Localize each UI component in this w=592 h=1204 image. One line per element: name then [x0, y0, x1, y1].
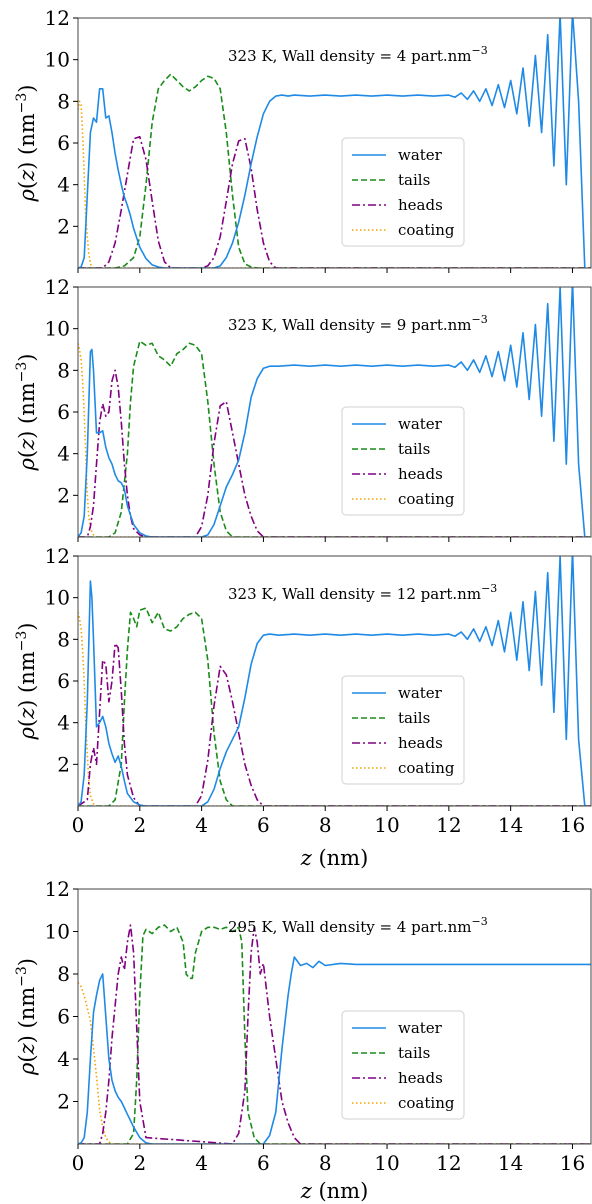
series-group	[78, 556, 591, 806]
series-group	[78, 18, 591, 268]
panel-annotation: 323 K, Wall density = 4 part.nm−3	[228, 44, 488, 65]
y-tick-label: 12	[45, 6, 70, 30]
legend-box	[341, 137, 465, 247]
x-tick-label: 10	[374, 1151, 399, 1175]
legend-label-water: water	[398, 146, 443, 164]
x-tick-label: 14	[498, 1151, 523, 1175]
legend-label-coating: coating	[398, 759, 455, 777]
series-line-coating	[78, 982, 591, 1144]
y-tick-label: 4	[57, 173, 70, 197]
y-tick-label: 6	[57, 131, 70, 155]
series-line-water	[78, 18, 586, 268]
y-tick-label: 2	[57, 752, 70, 776]
legend-label-heads: heads	[398, 1069, 443, 1087]
chart-panel-1: 2 4 6 8 10 12 ρ(z) (nm−3) 323 K, Wall density =…	[14, 6, 592, 273]
x-tick-label: 2	[133, 1151, 146, 1175]
series-line-tails	[78, 340, 591, 537]
legend-label-coating: coating	[398, 221, 455, 239]
y-tick-label: 10	[45, 48, 70, 72]
legend-label-tails: tails	[398, 440, 430, 458]
x-tick-label: 4	[195, 813, 208, 837]
series-line-heads	[78, 642, 591, 806]
series-line-tails	[78, 73, 591, 268]
x-tick-label: 4	[195, 1151, 208, 1175]
chart-panel-3: 2 4 6 8 10 12 0 2 4 6 8 10 12 14 16 z (nm) ρ(z) (nm−3) 32…	[14, 544, 592, 870]
legend-label-coating: coating	[398, 1094, 455, 1112]
y-tick-label: 2	[57, 483, 70, 507]
panel-annotation: 323 K, Wall density = 9 part.nm−3	[228, 313, 488, 334]
y-tick-label: 12	[45, 275, 70, 299]
y-tick-label: 2	[57, 1090, 70, 1114]
series-line-heads	[78, 136, 591, 268]
x-tick-label: 6	[257, 1151, 270, 1175]
legend-label-water: water	[398, 684, 443, 702]
legend-label-tails: tails	[398, 1044, 430, 1062]
y-axis-label: ρ(z) (nm−3)	[14, 85, 39, 203]
y-axis-label: ρ(z) (nm−3)	[14, 958, 39, 1076]
x-tick-label: 0	[72, 1151, 85, 1175]
legend-label-heads: heads	[398, 465, 443, 483]
legend: water tails heads coating	[341, 1010, 465, 1120]
x-tick-label: 8	[319, 1151, 332, 1175]
y-tick-label: 6	[57, 669, 70, 693]
x-tick-label: 10	[374, 813, 399, 837]
series-line-coating	[78, 100, 591, 268]
y-tick-label: 8	[57, 962, 70, 986]
series-group	[78, 287, 591, 537]
legend-label-heads: heads	[398, 734, 443, 752]
legend-label-water: water	[398, 415, 443, 433]
x-axis-label: z (nm)	[300, 1179, 369, 1203]
series-line-water	[78, 556, 586, 806]
x-tick-label: 2	[133, 813, 146, 837]
y-tick-label: 2	[57, 214, 70, 238]
series-group	[78, 924, 591, 1144]
legend-label-tails: tails	[398, 171, 430, 189]
panel-annotation: 295 K, Wall density = 4 part.nm−3	[228, 915, 488, 936]
chart-panel-2: 2 4 6 8 10 12 ρ(z) (nm−3) 323 K, Wall density =…	[14, 275, 592, 542]
y-tick-label: 4	[57, 711, 70, 735]
legend-box	[341, 1010, 465, 1120]
series-line-tails	[78, 924, 591, 1144]
y-tick-label: 8	[57, 89, 70, 113]
series-line-coating	[78, 612, 591, 806]
legend: water tails heads coating	[341, 675, 465, 785]
x-tick-label: 0	[72, 813, 85, 837]
y-tick-label: 12	[45, 544, 70, 568]
panel-annotation: 323 K, Wall density = 12 part.nm−3	[228, 582, 497, 603]
chart-panel-4: 2 4 6 8 10 12 0 2 4 6 8 10 12 14 16 z (nm) ρ(z) (nm−3) 29…	[14, 877, 592, 1203]
x-tick-label: 16	[560, 813, 585, 837]
y-tick-label: 10	[45, 920, 70, 944]
x-tick-label: 6	[257, 813, 270, 837]
series-line-heads	[78, 369, 591, 537]
legend-label-water: water	[398, 1019, 443, 1037]
y-tick-label: 4	[57, 442, 70, 466]
series-line-heads	[78, 924, 591, 1144]
y-tick-label: 4	[57, 1047, 70, 1071]
x-tick-label: 14	[498, 813, 523, 837]
legend: water tails heads coating	[341, 406, 465, 516]
y-tick-label: 6	[57, 1005, 70, 1029]
x-tick-label: 16	[560, 1151, 585, 1175]
series-line-water	[78, 956, 591, 1144]
y-axis-label: ρ(z) (nm−3)	[14, 354, 39, 472]
legend-label-tails: tails	[398, 709, 430, 727]
y-tick-label: 8	[57, 627, 70, 651]
y-tick-label: 12	[45, 877, 70, 901]
legend-box	[341, 406, 465, 516]
legend-label-coating: coating	[398, 490, 455, 508]
legend-box	[341, 675, 465, 785]
legend: water tails heads coating	[341, 137, 465, 247]
series-line-water	[78, 287, 586, 537]
y-tick-label: 6	[57, 400, 70, 424]
y-tick-label: 10	[45, 586, 70, 610]
y-tick-label: 10	[45, 317, 70, 341]
y-axis-label: ρ(z) (nm−3)	[14, 623, 39, 741]
x-tick-label: 8	[319, 813, 332, 837]
y-tick-label: 8	[57, 358, 70, 382]
x-axis-label: z (nm)	[300, 846, 369, 870]
x-tick-label: 12	[436, 1151, 461, 1175]
x-tick-label: 12	[436, 813, 461, 837]
legend-label-heads: heads	[398, 196, 443, 214]
